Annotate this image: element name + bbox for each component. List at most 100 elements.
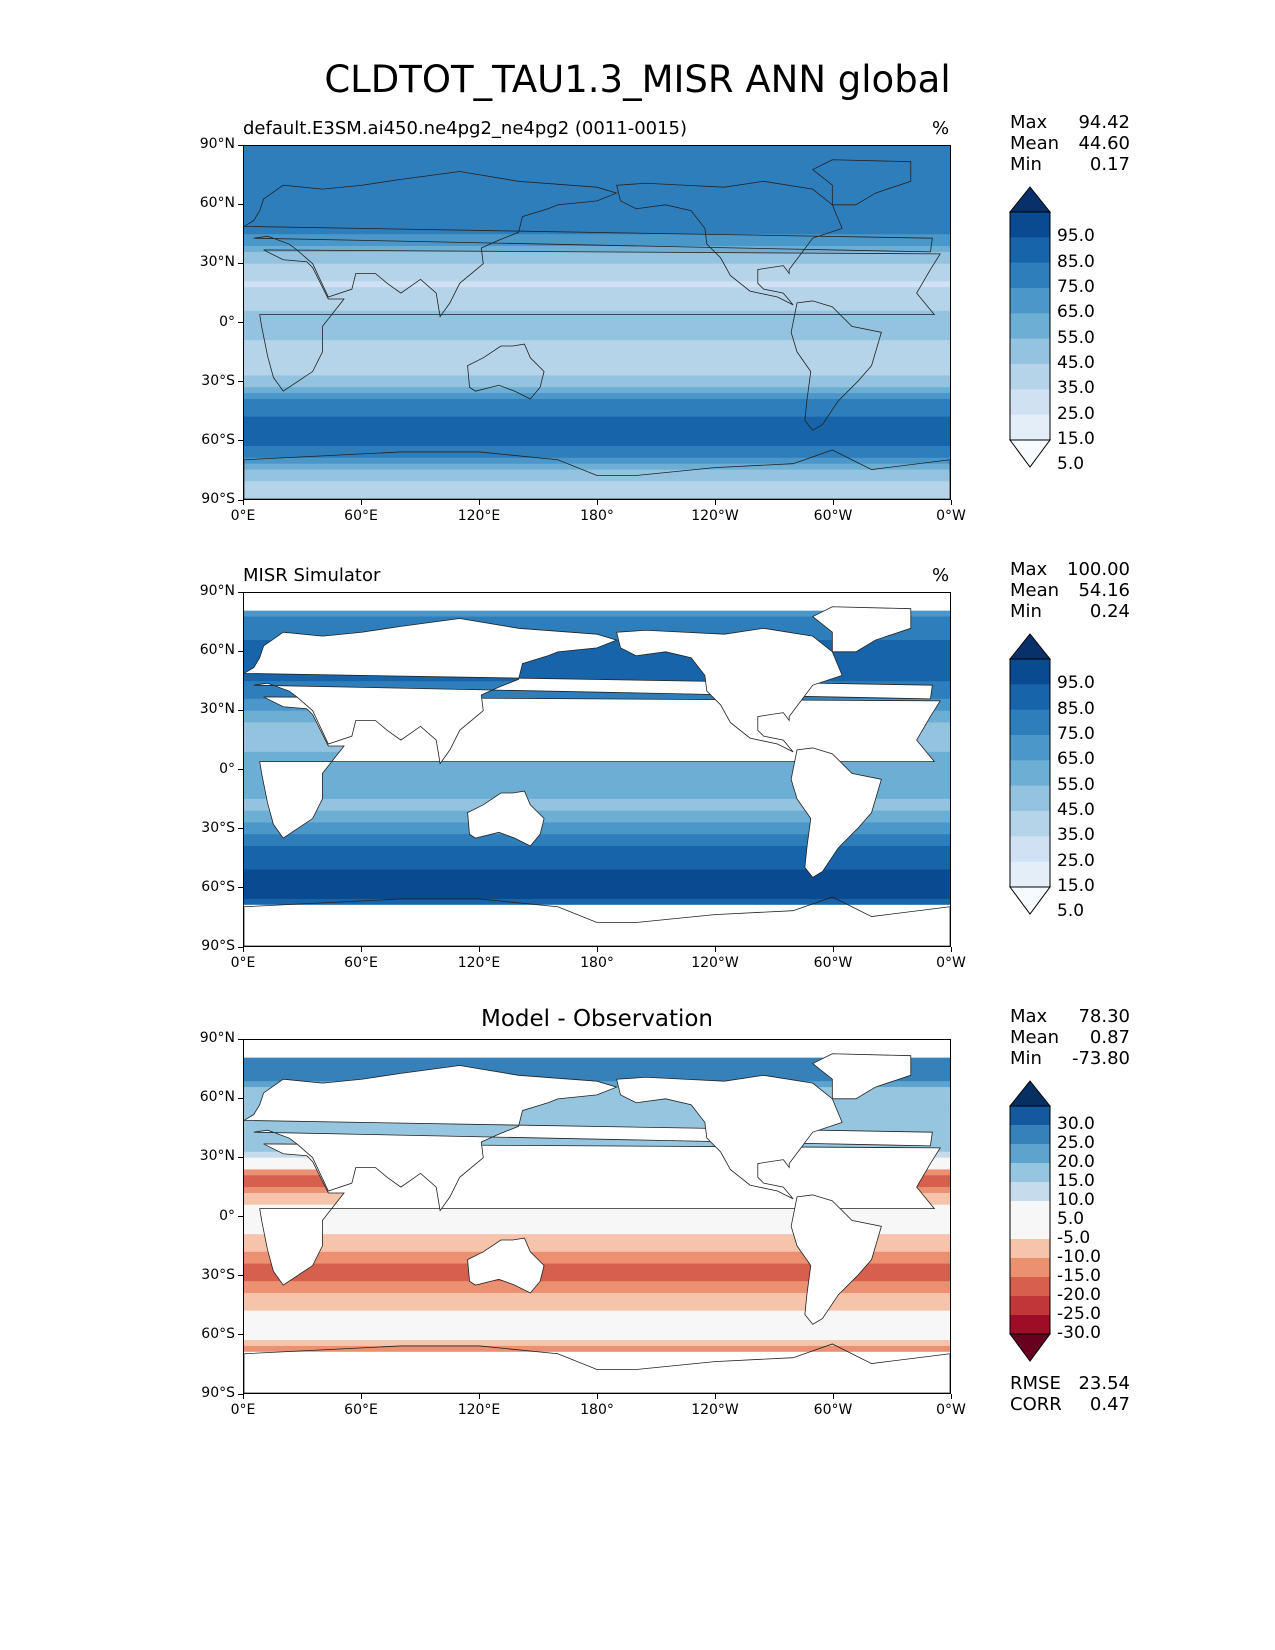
stat-value: 78.30 [1078,1006,1130,1027]
lat-band [244,1098,950,1106]
lat-band [244,1381,950,1388]
metric-value: 0.47 [1089,1394,1130,1415]
lat-band [244,1251,950,1259]
colorbar-level-label: 10.0 [1057,1190,1095,1210]
lat-band [244,269,950,277]
y-tick-label: 60°S [201,431,235,448]
x-tick-mark [596,1394,598,1399]
stat-label: Max [1010,559,1048,580]
lat-band [244,1245,950,1253]
lat-band [244,151,950,159]
lat-band [244,434,950,441]
x-tick-mark [596,947,598,952]
x-tick-mark [360,947,362,952]
y-tick-label: 90°N [199,583,235,599]
colorbar-segment [1010,684,1050,711]
y-tick-label: 30°N [199,1148,235,1165]
lat-band [244,763,950,771]
lat-band [244,381,950,388]
colorbar-segment [1010,836,1050,863]
lat-band [244,781,950,788]
colorbar-segment [1010,1220,1050,1240]
x-tick-mark [478,947,480,952]
lat-band [244,1216,950,1223]
lat-band [244,1310,950,1318]
colorbar-level-label: 5.0 [1057,901,1085,922]
lat-band [244,198,950,206]
lat-band [244,304,950,312]
lat-band [244,316,950,324]
x-tick-label: 60°E [344,508,378,524]
panel-1-map [243,145,951,500]
y-tick-mark [238,203,243,205]
colorbar-extend-top [1009,633,1051,660]
y-tick-mark [238,650,243,652]
lat-band [244,469,950,477]
coastlines [244,159,950,499]
lat-band [244,1328,950,1335]
lat-band [244,1222,950,1229]
lat-band [244,487,950,494]
lat-band [244,834,950,841]
coastline-south-america [790,1194,882,1325]
colorbar-extend-top [1009,1080,1051,1107]
coastline-antarctica [244,1343,950,1393]
lat-band [244,187,950,194]
figure-title: CLDTOT_TAU1.3_MISR ANN global [324,58,951,101]
lat-band [244,181,950,188]
lat-band [244,1322,950,1329]
colorbar-segment [1010,1125,1050,1145]
lat-band [244,263,950,271]
lat-band [244,451,950,459]
lat-band [244,1287,950,1294]
lat-band [244,904,950,912]
coastline-eurasia [244,1065,933,1212]
y-tick-label: 60°N [199,195,235,212]
lat-band [244,1228,950,1235]
lat-band [244,1334,950,1341]
panel-1-map-svg [244,146,950,499]
x-tick-label: 0°W [936,508,966,524]
lat-band [244,463,950,471]
colorbar-level-label: 55.0 [1057,327,1095,348]
colorbar-level-label: 75.0 [1057,724,1095,744]
colorbar-segment [1010,709,1050,736]
lat-band [244,816,950,824]
colorbar-level-label: 35.0 [1057,378,1095,399]
colorbar-svg [1009,633,1051,915]
lat-band [244,1063,950,1071]
y-tick-mark [238,709,243,711]
panel-1-units: % [932,118,950,139]
lat-band [244,1092,950,1100]
x-tick-label: 180° [580,1402,614,1418]
lat-band [244,628,950,635]
coastline-south-america [790,747,882,878]
lat-band [244,881,950,888]
coastline-australia [467,343,545,400]
colorbar-frame [1009,211,1051,441]
lat-band [244,1281,950,1288]
x-tick-mark [832,947,834,952]
lat-band [244,281,950,288]
stat-value: 0.24 [1089,601,1130,622]
y-tick-label: 30°S [201,372,235,389]
stat-value: 0.17 [1089,154,1130,175]
field-bands [244,146,950,499]
lat-band [244,869,950,876]
colorbar-level-label: 65.0 [1057,302,1095,323]
lat-band [244,693,950,700]
lat-band [244,1351,950,1359]
coastlines [244,1053,950,1393]
lat-band [244,610,950,618]
lat-band [244,393,950,400]
colorbar-level-label: 15.0 [1057,876,1095,896]
x-tick-mark [832,500,834,505]
colorbar-segment [1010,1182,1050,1202]
colorbar-level-label: -20.0 [1057,1285,1101,1305]
x-tick-mark [714,947,716,952]
colorbar-segment [1010,212,1050,238]
lat-band [244,251,950,259]
colorbar-segment [1010,338,1050,365]
x-tick-mark [478,1394,480,1399]
colorbar-segment [1010,785,1050,812]
